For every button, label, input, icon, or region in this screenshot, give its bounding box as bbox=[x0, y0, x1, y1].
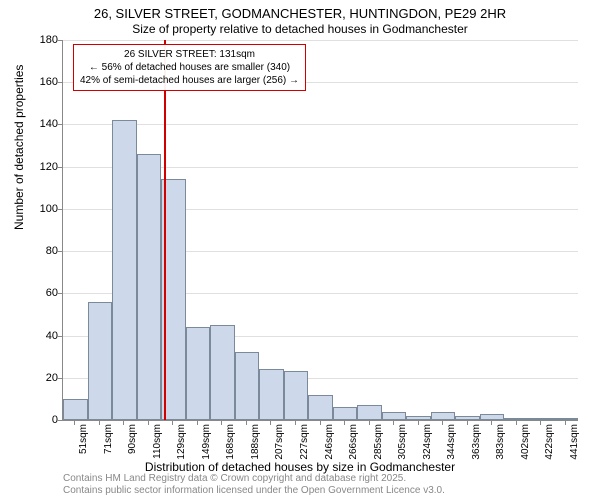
x-tick-label: 51sqm bbox=[78, 424, 89, 464]
y-tick-mark bbox=[57, 82, 62, 83]
x-tick-mark bbox=[197, 420, 198, 425]
x-tick-label: 110sqm bbox=[152, 424, 163, 464]
histogram-bar bbox=[431, 412, 456, 420]
histogram-bar bbox=[357, 405, 382, 420]
x-tick-label: 344sqm bbox=[446, 424, 457, 464]
annotation-line: 42% of semi-detached houses are larger (… bbox=[80, 74, 299, 87]
y-tick-label: 140 bbox=[22, 118, 58, 130]
x-tick-mark bbox=[74, 420, 75, 425]
footer-attribution: Contains HM Land Registry data © Crown c… bbox=[63, 473, 445, 497]
y-tick-mark bbox=[57, 251, 62, 252]
y-tick-label: 180 bbox=[22, 34, 58, 46]
x-tick-mark bbox=[320, 420, 321, 425]
x-tick-mark bbox=[148, 420, 149, 425]
y-tick-mark bbox=[57, 124, 62, 125]
x-tick-label: 90sqm bbox=[127, 424, 138, 464]
x-tick-mark bbox=[172, 420, 173, 425]
x-tick-mark bbox=[270, 420, 271, 425]
histogram-bar bbox=[382, 412, 407, 420]
x-tick-label: 207sqm bbox=[274, 424, 285, 464]
histogram-bar bbox=[259, 369, 284, 420]
histogram-bar bbox=[284, 371, 309, 420]
x-tick-mark bbox=[344, 420, 345, 425]
y-tick-mark bbox=[57, 293, 62, 294]
x-tick-label: 266sqm bbox=[348, 424, 359, 464]
x-tick-label: 168sqm bbox=[225, 424, 236, 464]
y-tick-mark bbox=[57, 167, 62, 168]
y-tick-mark bbox=[57, 420, 62, 421]
x-tick-label: 383sqm bbox=[495, 424, 506, 464]
x-tick-label: 188sqm bbox=[250, 424, 261, 464]
marker-line bbox=[164, 40, 166, 420]
x-tick-label: 441sqm bbox=[569, 424, 580, 464]
histogram-bar bbox=[186, 327, 211, 420]
y-tick-label: 20 bbox=[22, 372, 58, 384]
annotation-line: ← 56% of detached houses are smaller (34… bbox=[80, 61, 299, 74]
x-tick-label: 363sqm bbox=[471, 424, 482, 464]
x-tick-mark bbox=[295, 420, 296, 425]
y-tick-mark bbox=[57, 336, 62, 337]
x-tick-mark bbox=[418, 420, 419, 425]
x-tick-mark bbox=[123, 420, 124, 425]
y-tick-label: 60 bbox=[22, 287, 58, 299]
chart-title: 26, SILVER STREET, GODMANCHESTER, HUNTIN… bbox=[0, 6, 600, 21]
x-tick-mark bbox=[369, 420, 370, 425]
histogram-bar bbox=[210, 325, 235, 420]
x-tick-label: 285sqm bbox=[373, 424, 384, 464]
x-tick-label: 246sqm bbox=[324, 424, 335, 464]
x-tick-mark bbox=[442, 420, 443, 425]
gridline bbox=[63, 40, 578, 41]
x-tick-mark bbox=[540, 420, 541, 425]
chart-container: 26, SILVER STREET, GODMANCHESTER, HUNTIN… bbox=[0, 0, 600, 500]
annotation-line: 26 SILVER STREET: 131sqm bbox=[80, 48, 299, 61]
x-tick-label: 305sqm bbox=[397, 424, 408, 464]
x-tick-label: 402sqm bbox=[520, 424, 531, 464]
y-tick-label: 80 bbox=[22, 245, 58, 257]
x-tick-mark bbox=[467, 420, 468, 425]
histogram-bar bbox=[88, 302, 113, 420]
x-tick-mark bbox=[246, 420, 247, 425]
x-tick-label: 422sqm bbox=[544, 424, 555, 464]
y-tick-mark bbox=[57, 209, 62, 210]
y-tick-mark bbox=[57, 378, 62, 379]
gridline bbox=[63, 124, 578, 125]
x-tick-mark bbox=[393, 420, 394, 425]
y-tick-mark bbox=[57, 40, 62, 41]
x-tick-label: 149sqm bbox=[201, 424, 212, 464]
x-tick-label: 71sqm bbox=[103, 424, 114, 464]
histogram-bar bbox=[137, 154, 162, 420]
histogram-bar bbox=[112, 120, 137, 420]
x-tick-label: 129sqm bbox=[176, 424, 187, 464]
x-tick-label: 324sqm bbox=[422, 424, 433, 464]
histogram-bar bbox=[235, 352, 260, 420]
footer-line2: Contains public sector information licen… bbox=[63, 485, 445, 497]
plot-area: 26 SILVER STREET: 131sqm← 56% of detache… bbox=[62, 40, 578, 421]
y-tick-label: 160 bbox=[22, 76, 58, 88]
footer-line1: Contains HM Land Registry data © Crown c… bbox=[63, 473, 445, 485]
x-tick-label: 227sqm bbox=[299, 424, 310, 464]
x-tick-mark bbox=[516, 420, 517, 425]
x-tick-mark bbox=[99, 420, 100, 425]
x-tick-mark bbox=[565, 420, 566, 425]
histogram-bar bbox=[333, 407, 358, 420]
annotation-box: 26 SILVER STREET: 131sqm← 56% of detache… bbox=[73, 44, 306, 91]
chart-subtitle: Size of property relative to detached ho… bbox=[0, 22, 600, 36]
y-tick-label: 40 bbox=[22, 330, 58, 342]
y-tick-label: 0 bbox=[22, 414, 58, 426]
y-tick-label: 120 bbox=[22, 161, 58, 173]
y-tick-label: 100 bbox=[22, 203, 58, 215]
x-tick-mark bbox=[491, 420, 492, 425]
x-tick-mark bbox=[221, 420, 222, 425]
histogram-bar bbox=[63, 399, 88, 420]
histogram-bar bbox=[308, 395, 333, 420]
